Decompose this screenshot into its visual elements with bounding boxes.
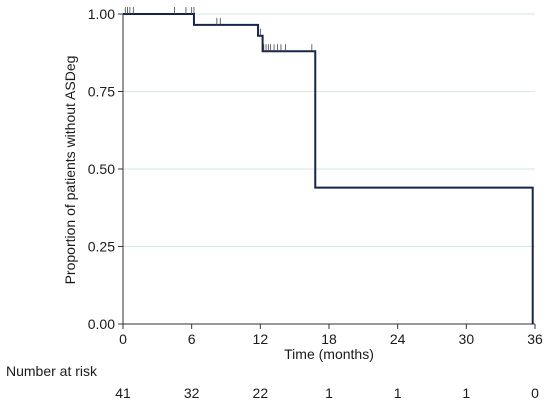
risk-count: 41 (115, 385, 131, 401)
risk-count: 22 (253, 385, 269, 401)
risk-table: 41 32 22 1 1 1 0 (115, 385, 539, 401)
x-tick-label: 0 (119, 331, 127, 347)
x-tick-label: 36 (527, 331, 543, 347)
y-tick-label: 0.25 (88, 239, 115, 255)
y-axis-label: Proportion of patients without ASDeg (62, 56, 78, 285)
x-tick-label: 6 (188, 331, 196, 347)
x-ticks: 0 6 12 18 24 30 36 (119, 324, 543, 347)
risk-count: 32 (184, 385, 200, 401)
x-tick-label: 12 (253, 331, 269, 347)
x-tick-label: 18 (321, 331, 337, 347)
risk-count: 1 (325, 385, 333, 401)
risk-count: 1 (462, 385, 470, 401)
x-axis-label: Time (months) (284, 346, 374, 362)
censor-marks (124, 7, 313, 52)
x-tick-label: 24 (390, 331, 406, 347)
x-tick-label: 30 (459, 331, 475, 347)
survival-curve (123, 13, 534, 324)
risk-count: 1 (394, 385, 402, 401)
y-tick-label: 0.75 (88, 84, 115, 100)
y-ticks: 0.00 0.25 0.50 0.75 1.00 (88, 6, 123, 332)
y-tick-label: 0.50 (88, 161, 115, 177)
y-tick-label: 0.00 (88, 316, 115, 332)
risk-table-label: Number at risk (6, 363, 98, 379)
gridlines (123, 13, 535, 247)
risk-count: 0 (531, 385, 539, 401)
survival-step-line (123, 13, 534, 324)
y-tick-label: 1.00 (88, 6, 115, 22)
